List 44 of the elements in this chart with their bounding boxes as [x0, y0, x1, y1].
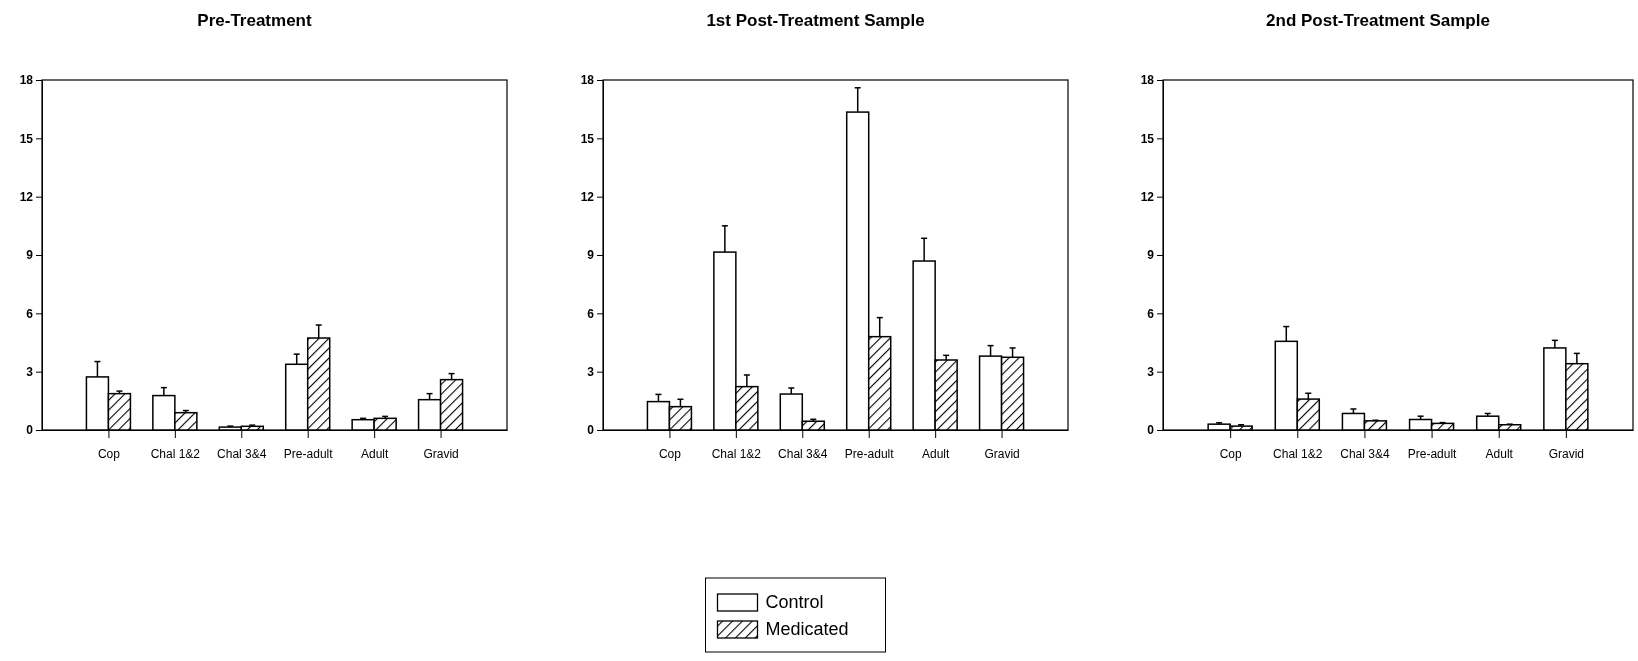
legend-label: Medicated	[765, 619, 849, 639]
y-tick-label: 0	[587, 423, 595, 438]
y-tick-label: 6	[1147, 306, 1155, 321]
x-tick-label: Gravid	[1548, 446, 1585, 461]
x-tick-label: Adult	[1485, 446, 1514, 461]
y-tick-label: 15	[1140, 131, 1155, 146]
x-tick-label: Gravid	[984, 446, 1020, 461]
y-tick-label: 3	[26, 365, 34, 380]
y-tick-label: 6	[26, 306, 34, 321]
x-tick-label: Adult	[360, 446, 389, 461]
x-tick-label: Chal 3&4	[1340, 446, 1390, 461]
x-tick-label: Chal 1&2	[150, 446, 201, 461]
y-tick-label: 9	[587, 248, 595, 263]
x-tick-label: Chal 1&2	[711, 446, 762, 461]
x-tick-label: Gravid	[423, 446, 459, 461]
y-tick-label: 6	[587, 306, 595, 321]
x-tick-label: Adult	[921, 446, 950, 461]
y-tick-label: 9	[26, 248, 34, 263]
x-tick-label: Chal 3&4	[778, 446, 828, 461]
y-tick-label: 0	[26, 423, 34, 438]
y-tick-label: 0	[1147, 423, 1155, 438]
x-tick-label: Cop	[97, 446, 121, 461]
y-tick-label: 18	[19, 73, 34, 88]
x-tick-label: Pre-adult	[1407, 446, 1458, 461]
chart-title: 2nd Post-Treatment Sample	[1266, 11, 1490, 30]
y-tick-label: 18	[1140, 73, 1155, 88]
x-tick-label: Cop	[1219, 446, 1242, 461]
y-tick-label: 18	[580, 73, 595, 88]
y-tick-label: 3	[1147, 365, 1155, 380]
y-tick-label: 12	[580, 190, 595, 205]
x-tick-label: Cop	[658, 446, 682, 461]
y-tick-label: 12	[19, 190, 34, 205]
y-tick-label: 12	[1140, 190, 1155, 205]
chart-title: 1st Post-Treatment Sample	[706, 11, 925, 30]
x-tick-label: Chal 1&2	[1273, 446, 1323, 461]
y-tick-label: 15	[580, 131, 595, 146]
x-tick-label: Pre-adult	[844, 446, 895, 461]
x-tick-label: Chal 3&4	[217, 446, 267, 461]
y-tick-label: 15	[19, 131, 34, 146]
chart-title: Pre-Treatment	[197, 11, 312, 30]
legend-label: Control	[765, 592, 824, 612]
y-tick-label: 9	[1147, 248, 1155, 263]
y-tick-label: 3	[587, 365, 595, 380]
x-tick-label: Pre-adult	[283, 446, 334, 461]
